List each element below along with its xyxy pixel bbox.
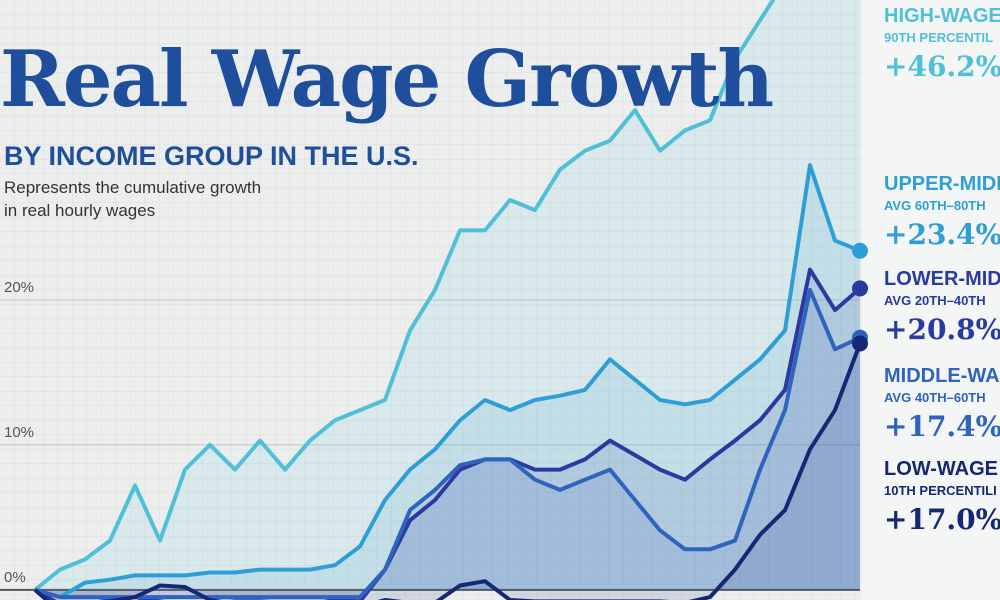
label-panel <box>862 0 1000 600</box>
series-area <box>35 343 860 600</box>
legend-name: MIDDLE-WA <box>884 365 1000 387</box>
series-area <box>35 165 860 598</box>
end-dot <box>852 242 868 259</box>
legend-name: LOW-WAGE <box>884 458 998 480</box>
legend-group: 90TH PERCENTIL <box>884 30 993 45</box>
series-area <box>35 0 860 590</box>
series-line <box>33 0 776 592</box>
chart-title: Real Wage Growth <box>0 34 772 125</box>
legend-value: +17.0% <box>884 503 1000 536</box>
y-tick-label: 0% <box>4 569 26 586</box>
legend-group: AVG 40TH–60TH <box>884 390 986 405</box>
legend-group: AVG 20TH–40TH <box>884 293 986 308</box>
legend-name: HIGH-WAGE <box>884 5 1000 27</box>
legend-group: 10TH PERCENTILI <box>884 483 997 498</box>
y-tick-label: 10% <box>4 424 34 441</box>
legend-value: +20.8% <box>884 313 1000 346</box>
legend-value: +23.4% <box>884 218 1000 251</box>
legend-name: UPPER-MIDI <box>884 173 1000 195</box>
description: Represents the cumulative growth <box>4 178 261 197</box>
legend-value: +17.4% <box>884 410 1000 443</box>
series-area <box>35 269 860 600</box>
legend-value: +46.2% <box>884 50 1000 83</box>
series-line <box>34 267 862 600</box>
legend-name: LOWER-MID <box>884 268 1000 290</box>
y-tick-label: 20% <box>4 279 34 296</box>
series-line <box>34 163 861 600</box>
end-dot <box>852 335 868 352</box>
series-line <box>34 287 861 600</box>
series-area <box>35 289 860 598</box>
description: in real hourly wages <box>4 201 155 220</box>
chart-subtitle: BY INCOME GROUP IN THE U.S. <box>4 141 419 171</box>
series-line <box>33 342 862 600</box>
legend-group: AVG 60TH–80TH <box>884 198 986 213</box>
end-dot <box>852 280 868 297</box>
